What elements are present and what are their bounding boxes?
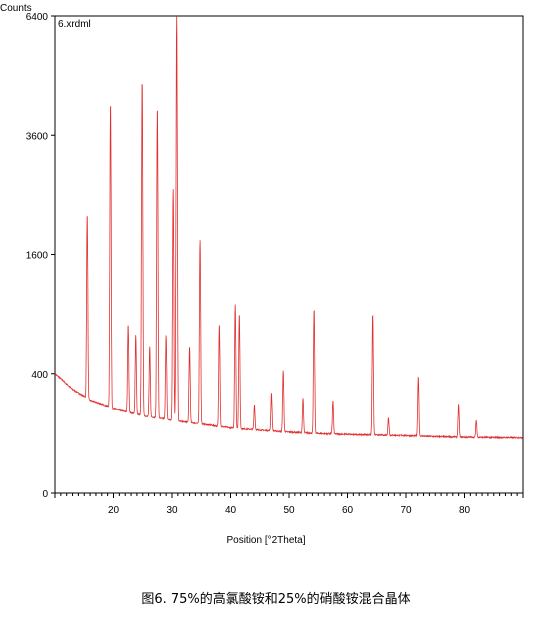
y-tick-label: 1600 bbox=[26, 251, 49, 262]
x-tick-label: 80 bbox=[459, 505, 471, 516]
x-axis: 20 30 40 50 60 70 80 bbox=[54, 493, 524, 516]
x-tick-label: 50 bbox=[283, 505, 295, 516]
y-tick-label: 400 bbox=[31, 370, 48, 381]
diffraction-trace bbox=[54, 16, 524, 440]
x-tick-label: 30 bbox=[166, 505, 178, 516]
x-tick-label: 40 bbox=[225, 505, 237, 516]
plot-frame bbox=[54, 15, 524, 494]
y-axis-unit-label: Counts bbox=[0, 3, 32, 14]
y-tick-label: 0 bbox=[42, 489, 48, 500]
y-tick-label: 3600 bbox=[26, 131, 49, 142]
x-axis-label: Position [°2Theta] bbox=[226, 535, 305, 546]
y-tick-label: 6400 bbox=[26, 12, 49, 23]
x-tick-label: 70 bbox=[400, 505, 412, 516]
x-tick-label: 60 bbox=[342, 505, 354, 516]
figure-caption: 图6. 75%的高氯酸铵和25%的硝酸铵混合晶体 bbox=[141, 592, 411, 607]
file-label: 6.xrdml bbox=[58, 19, 91, 30]
x-tick-label: 20 bbox=[108, 505, 120, 516]
y-axis: 0 400 1600 3600 6400 bbox=[26, 12, 55, 500]
xrd-chart: Counts 6.xrdml 0 400 1600 3600 6400 20 30 40 50… bbox=[0, 3, 524, 546]
